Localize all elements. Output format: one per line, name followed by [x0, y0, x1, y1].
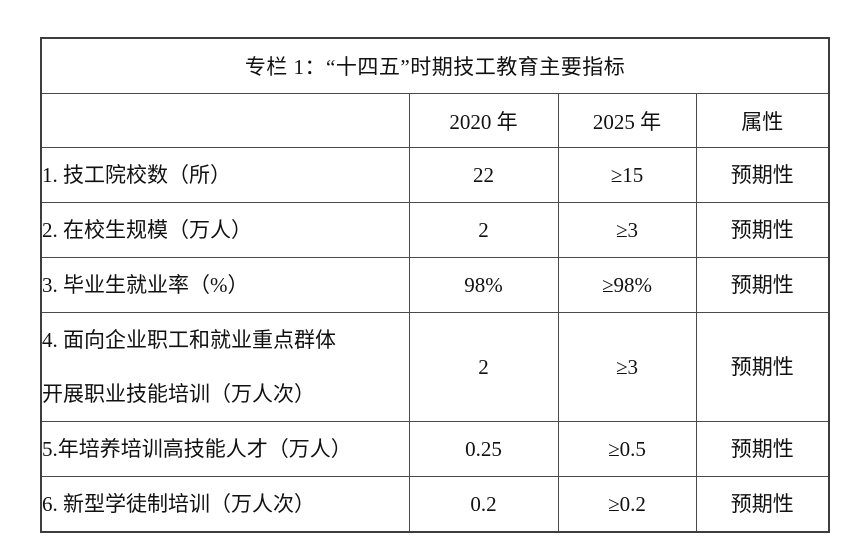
- indicator-label: 1. 技工院校数（所）: [40, 147, 410, 203]
- indicators-table: 专栏 1：“十四五”时期技工教育主要指标 2020 年 2025 年 属性 1.…: [40, 37, 831, 533]
- value-2025: ≥0.2: [557, 476, 697, 533]
- value-2020: 0.25: [408, 421, 559, 477]
- column-header-attribute: 属性: [695, 93, 830, 148]
- table-row: 1. 技工院校数（所） 22 ≥15 预期性: [40, 147, 830, 203]
- value-2020: 22: [408, 147, 559, 203]
- attribute-value: 预期性: [695, 476, 830, 533]
- column-header-indicator: [40, 93, 410, 148]
- indicator-label: 3. 毕业生就业率（%）: [40, 257, 410, 313]
- table-row: 5.年培养培训高技能人才（万人） 0.25 ≥0.5 预期性: [40, 421, 830, 477]
- value-2020: 2: [408, 312, 559, 422]
- value-2025: ≥15: [557, 147, 697, 203]
- value-2020: 98%: [408, 257, 559, 313]
- table-row: 3. 毕业生就业率（%） 98% ≥98% 预期性: [40, 257, 830, 313]
- table-row: 2. 在校生规模（万人） 2 ≥3 预期性: [40, 202, 830, 258]
- value-2020: 0.2: [408, 476, 559, 533]
- value-2025: ≥0.5: [557, 421, 697, 477]
- indicator-label: 5.年培养培训高技能人才（万人）: [40, 421, 410, 477]
- column-header-2020: 2020 年: [408, 93, 559, 148]
- table-title: 专栏 1：“十四五”时期技工教育主要指标: [40, 37, 830, 94]
- indicator-label: 6. 新型学徒制培训（万人次）: [40, 476, 410, 533]
- value-2025: ≥98%: [557, 257, 697, 313]
- indicator-label: 4. 面向企业职工和就业重点群体 开展职业技能培训（万人次）: [40, 312, 410, 422]
- value-2020: 2: [408, 202, 559, 258]
- attribute-value: 预期性: [695, 421, 830, 477]
- column-header-2025: 2025 年: [557, 93, 697, 148]
- table-row: 4. 面向企业职工和就业重点群体 开展职业技能培训（万人次） 2 ≥3 预期性: [40, 312, 830, 422]
- attribute-value: 预期性: [695, 147, 830, 203]
- title-row: 专栏 1：“十四五”时期技工教育主要指标: [40, 37, 830, 94]
- attribute-value: 预期性: [695, 312, 830, 422]
- attribute-value: 预期性: [695, 257, 830, 313]
- indicator-label: 2. 在校生规模（万人）: [40, 202, 410, 258]
- value-2025: ≥3: [557, 312, 697, 422]
- attribute-value: 预期性: [695, 202, 830, 258]
- table-row: 6. 新型学徒制培训（万人次） 0.2 ≥0.2 预期性: [40, 476, 830, 533]
- value-2025: ≥3: [557, 202, 697, 258]
- header-row: 2020 年 2025 年 属性: [40, 93, 830, 148]
